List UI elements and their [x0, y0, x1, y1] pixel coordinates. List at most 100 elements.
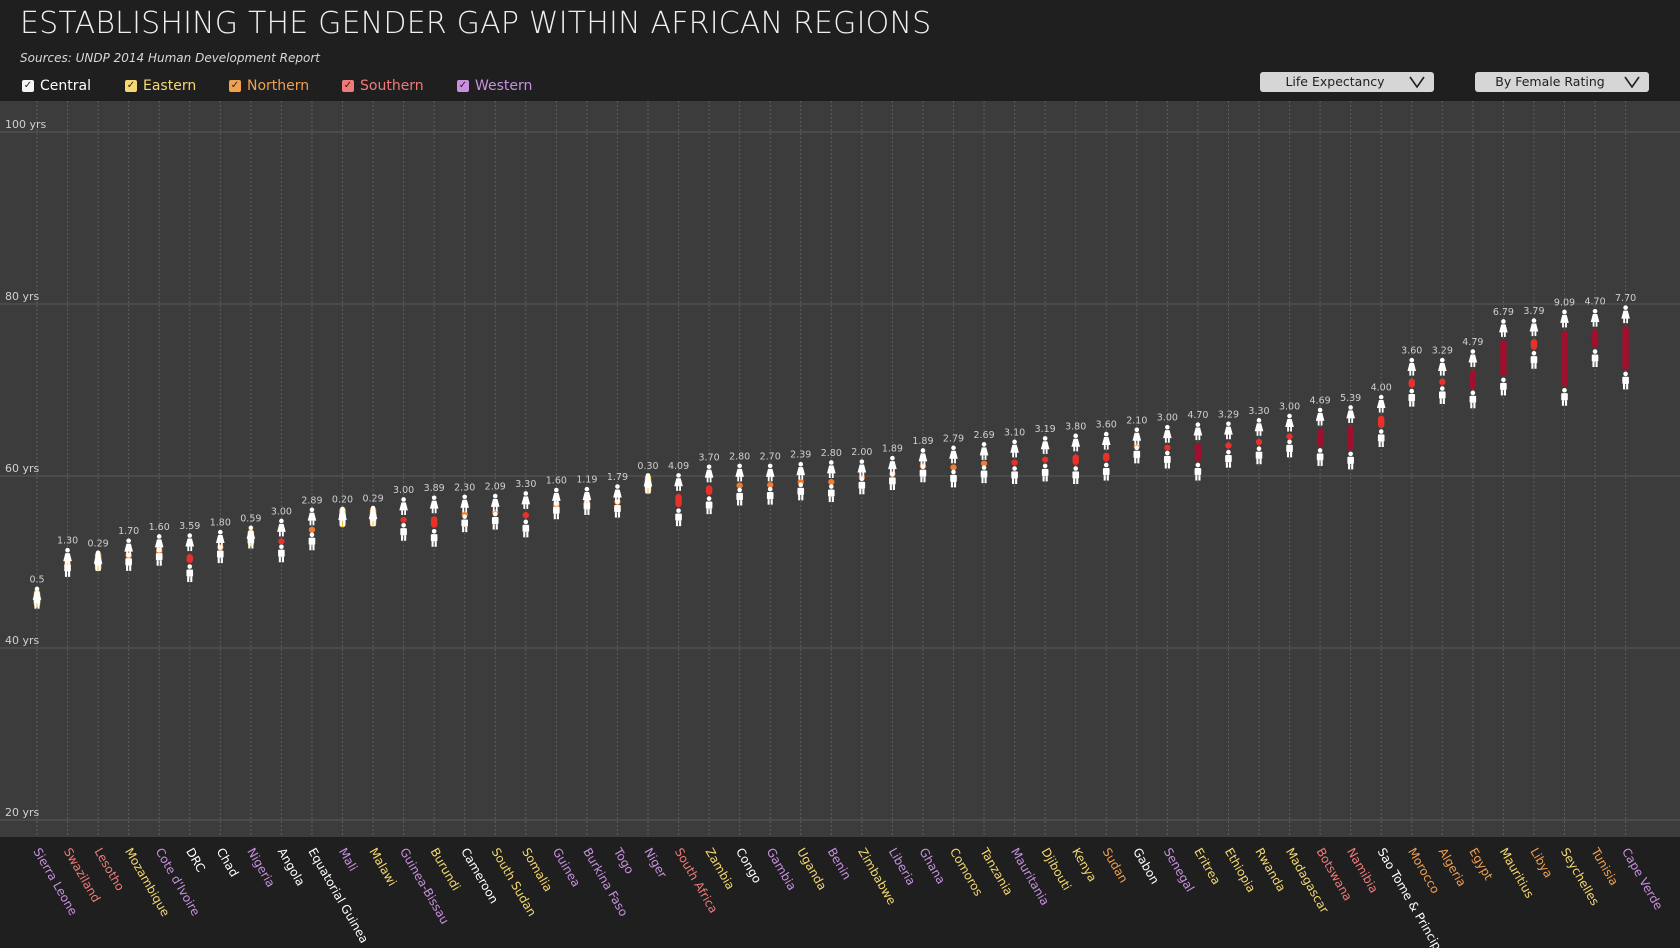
- country-column[interactable]: 0.59: [240, 101, 261, 837]
- country-column[interactable]: 2.79: [943, 101, 964, 837]
- female-figure-icon: [1499, 319, 1508, 337]
- country-column[interactable]: 3.00: [393, 101, 414, 837]
- country-column[interactable]: 3.79: [1523, 101, 1545, 837]
- legend-checkbox-southern[interactable]: ✓: [342, 80, 354, 92]
- country-column[interactable]: 3.00: [1279, 101, 1300, 837]
- country-column[interactable]: 2.80: [729, 101, 750, 837]
- country-column[interactable]: 1.70: [118, 101, 139, 837]
- country-column[interactable]: 1.89: [882, 101, 903, 837]
- country-column[interactable]: 2.89: [301, 101, 323, 837]
- country-column[interactable]: 2.00: [851, 101, 872, 837]
- country-column[interactable]: 3.60: [1096, 101, 1117, 837]
- male-figure-icon: [1622, 371, 1629, 390]
- country-column[interactable]: 4.00: [1371, 101, 1392, 837]
- country-column[interactable]: 2.09: [485, 101, 506, 837]
- country-column[interactable]: 2.30: [454, 101, 475, 837]
- country-column[interactable]: 3.30: [1248, 101, 1270, 837]
- country-column[interactable]: 2.69: [973, 101, 995, 837]
- country-column[interactable]: 2.39: [790, 101, 811, 837]
- country-column[interactable]: 2.70: [760, 101, 781, 837]
- country-column[interactable]: 0.20: [332, 101, 353, 837]
- country-label[interactable]: Congo: [733, 846, 764, 886]
- gap-value-label: 4.69: [1310, 396, 1331, 407]
- country-column[interactable]: 0.29: [88, 101, 109, 837]
- country-column[interactable]: 9.09: [1554, 101, 1575, 837]
- country-column[interactable]: 3.00: [271, 101, 292, 837]
- legend-item-southern[interactable]: ✓ Southern: [342, 77, 424, 95]
- country-column[interactable]: 4.09: [668, 101, 689, 837]
- country-label[interactable]: Chad: [214, 846, 242, 880]
- legend-checkbox-central[interactable]: ✓: [22, 80, 34, 92]
- country-column[interactable]: 1.60: [149, 101, 170, 837]
- female-figure-icon: [796, 461, 806, 480]
- country-column[interactable]: 1.60: [546, 101, 567, 837]
- country-column[interactable]: 0.30: [637, 101, 659, 837]
- country-label[interactable]: Egypt: [1466, 846, 1496, 883]
- legend-checkbox-western[interactable]: ✓: [457, 80, 469, 92]
- country-label[interactable]: Sudan: [1100, 846, 1131, 886]
- country-label[interactable]: Mali: [336, 846, 360, 874]
- country-column[interactable]: 3.89: [424, 101, 445, 837]
- legend-checkbox-northern[interactable]: ✓: [229, 80, 241, 92]
- gap-bar: [1072, 454, 1079, 465]
- country-column[interactable]: 6.79: [1493, 101, 1514, 837]
- country-label[interactable]: Niger: [641, 846, 669, 881]
- legend-item-northern[interactable]: ✓ Northern: [229, 77, 309, 95]
- country-label[interactable]: Kenya: [1069, 846, 1099, 885]
- country-label[interactable]: Benin: [825, 846, 854, 883]
- country-column[interactable]: 3.60: [1401, 101, 1422, 837]
- country-label[interactable]: Equatorial Guinea: [305, 846, 371, 946]
- country-label[interactable]: Algeria: [1436, 846, 1469, 890]
- country-column[interactable]: 1.89: [912, 101, 934, 837]
- female-figure-icon: [1040, 436, 1050, 454]
- country-label[interactable]: DRC: [183, 846, 208, 875]
- country-column[interactable]: 3.19: [1035, 101, 1056, 837]
- country-column[interactable]: 3.29: [1432, 101, 1453, 837]
- legend-checkbox-eastern[interactable]: ✓: [125, 80, 137, 92]
- country-column[interactable]: 4.70: [1187, 101, 1208, 837]
- legend-label-southern: Southern: [360, 78, 424, 94]
- country-column[interactable]: 0.29: [362, 101, 384, 837]
- country-column[interactable]: 3.59: [179, 101, 200, 837]
- gap-value-label: 3.30: [515, 479, 536, 490]
- country-column[interactable]: 3.10: [1004, 101, 1025, 837]
- gap-value-label: 2.30: [454, 482, 475, 493]
- country-column[interactable]: 5.39: [1340, 101, 1361, 837]
- country-label[interactable]: Angola: [275, 846, 308, 889]
- country-column[interactable]: 1.19: [576, 101, 597, 837]
- country-column[interactable]: 0.5: [29, 101, 45, 837]
- country-column[interactable]: 1.80: [210, 101, 231, 837]
- country-label[interactable]: Nigeria: [244, 846, 278, 890]
- country-label[interactable]: Ghana: [916, 846, 948, 887]
- country-column[interactable]: 1.30: [57, 101, 78, 837]
- country-column[interactable]: 3.70: [699, 101, 720, 837]
- country-label[interactable]: Gambia: [764, 846, 799, 893]
- metric-dropdown[interactable]: Life Expectancy: [1260, 72, 1434, 92]
- country-label[interactable]: Liberia: [886, 846, 918, 888]
- male-figure-icon: [278, 544, 285, 563]
- country-column[interactable]: 3.00: [1157, 101, 1178, 837]
- sort-dropdown[interactable]: By Female Rating: [1475, 72, 1649, 92]
- country-label[interactable]: Guinea: [550, 846, 583, 890]
- country-column[interactable]: 4.70: [1584, 101, 1606, 837]
- country-label[interactable]: Tunisia: [1588, 845, 1621, 888]
- country-column[interactable]: 1.79: [607, 101, 628, 837]
- country-label[interactable]: Togo: [610, 845, 636, 877]
- country-column[interactable]: 3.30: [515, 101, 536, 837]
- country-label[interactable]: Libya: [1527, 846, 1555, 881]
- country-column[interactable]: 2.80: [821, 101, 842, 837]
- country-label[interactable]: Cape Verde: [1619, 846, 1666, 913]
- country-column[interactable]: 2.10: [1126, 101, 1147, 837]
- country-column[interactable]: 7.70: [1615, 101, 1636, 837]
- legend-item-eastern[interactable]: ✓ Eastern: [125, 77, 196, 95]
- country-column[interactable]: 3.80: [1065, 101, 1086, 837]
- country-label[interactable]: Gabon: [1130, 846, 1162, 887]
- country-column[interactable]: 4.79: [1462, 101, 1483, 837]
- legend-item-central[interactable]: ✓ Central: [22, 77, 91, 95]
- country-label[interactable]: Eritrea: [1191, 846, 1223, 888]
- country-column[interactable]: 4.69: [1310, 101, 1331, 837]
- country-column[interactable]: 3.29: [1218, 101, 1239, 837]
- female-figure-icon: [1315, 407, 1325, 426]
- country-label[interactable]: Malawi: [366, 846, 399, 889]
- legend-item-western[interactable]: ✓ Western: [457, 77, 532, 95]
